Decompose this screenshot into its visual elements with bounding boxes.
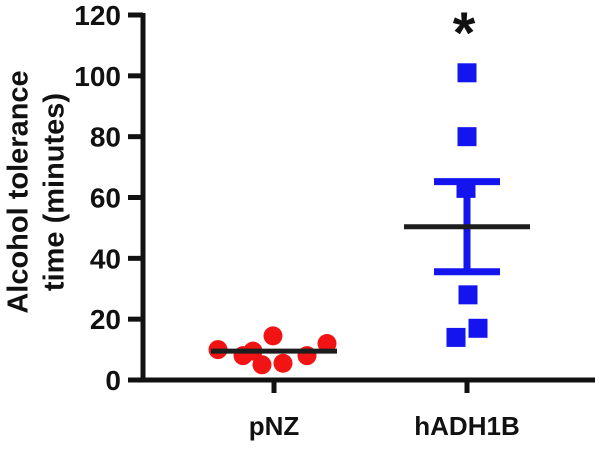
data-point bbox=[468, 318, 488, 338]
y-tick-label: 40 bbox=[90, 243, 121, 274]
data-point bbox=[457, 127, 477, 147]
significance-asterisk: * bbox=[452, 1, 476, 66]
data-point bbox=[458, 285, 478, 305]
y-tick-label: 0 bbox=[105, 365, 121, 396]
y-tick-label: 100 bbox=[74, 61, 121, 92]
x-label-pNZ: pNZ bbox=[248, 411, 300, 441]
data-point bbox=[263, 326, 283, 346]
data-point bbox=[446, 327, 466, 347]
data-point bbox=[457, 63, 477, 83]
y-tick-label: 120 bbox=[74, 0, 121, 31]
data-point bbox=[252, 355, 272, 375]
data-point bbox=[273, 353, 293, 373]
y-tick-label: 60 bbox=[90, 183, 121, 214]
data-point bbox=[456, 178, 476, 198]
data-point bbox=[317, 334, 337, 353]
y-tick-label: 20 bbox=[90, 304, 121, 335]
y-tick-label: 80 bbox=[90, 122, 121, 153]
x-label-hADH1B: hADH1B bbox=[414, 411, 520, 441]
